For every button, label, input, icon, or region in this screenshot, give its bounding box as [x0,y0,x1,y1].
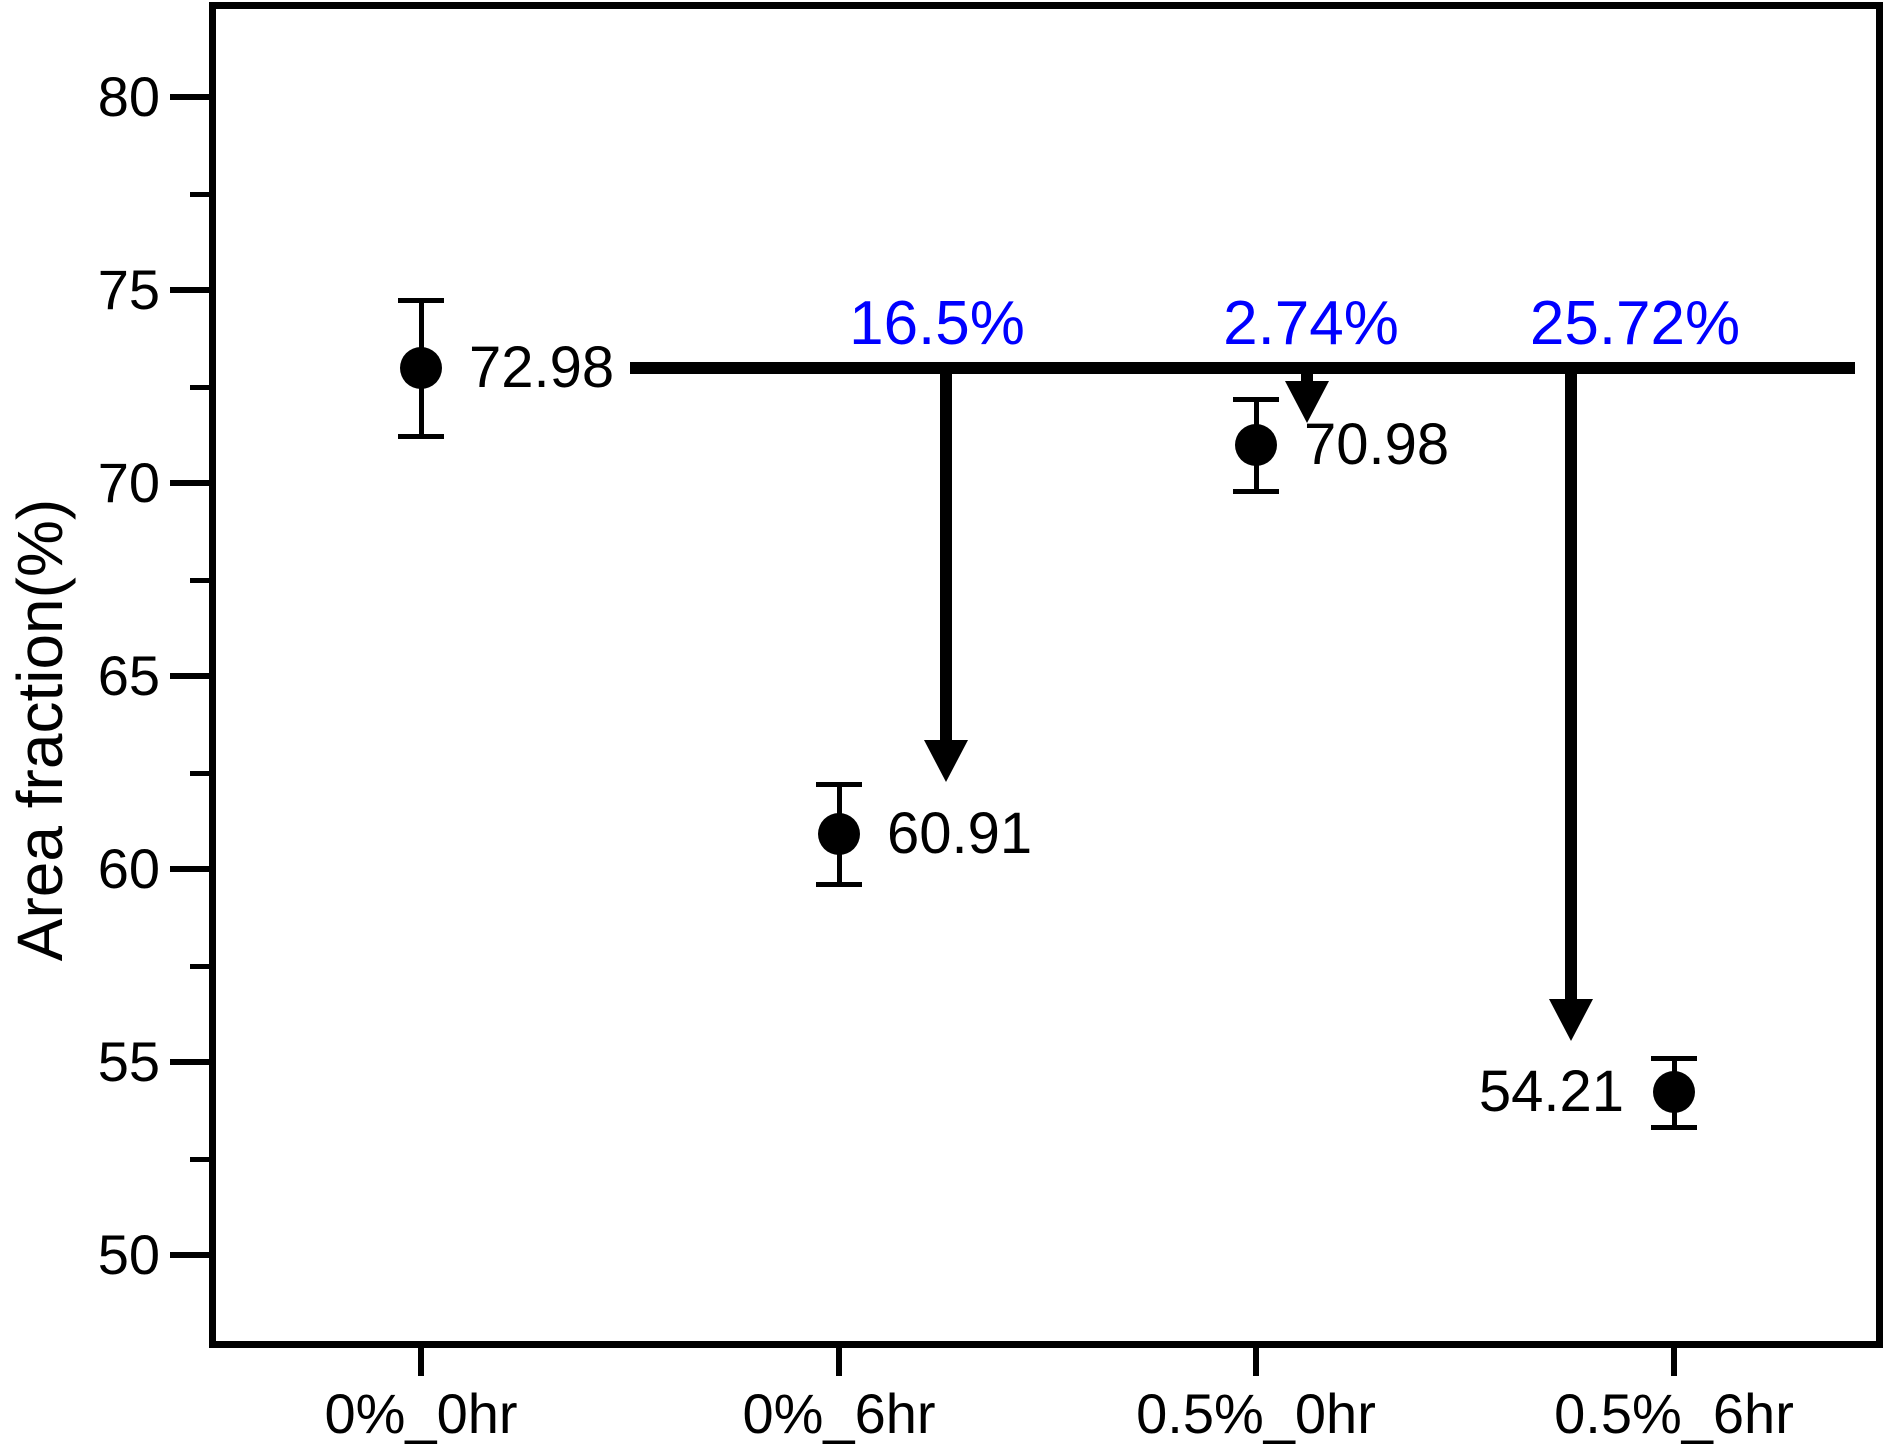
y-axis-minor-tick [190,964,212,969]
error-bar-cap-top [1233,397,1279,402]
x-axis-tick-label: 0.5%_0hr [1136,1382,1376,1445]
x-axis-tick-label: 0%_0hr [324,1382,518,1445]
y-axis-tick [170,1059,212,1065]
y-axis-tick [170,866,212,872]
y-axis-tick-label: 80 [97,65,160,128]
y-axis-tick [170,480,212,486]
point-value-label: 60.91 [887,801,1033,866]
y-axis-minor-tick [190,1157,212,1162]
y-axis-tick-label: 55 [97,1030,160,1093]
x-axis-tick [1253,1348,1259,1376]
data-point [1235,424,1277,466]
error-bar-cap-bottom [816,882,862,887]
point-value-label: 54.21 [1478,1059,1624,1124]
decrease-arrow-shaft [940,362,952,740]
y-axis-tick [170,287,212,293]
error-bar-cap-top [816,782,862,787]
decrease-arrow-shaft [1565,362,1577,999]
decrease-arrow-head [924,740,968,782]
decrease-arrow-head [1285,381,1329,423]
error-bar-cap-bottom [1651,1125,1697,1130]
decrease-percent-label: 16.5% [849,289,1025,358]
data-point [1653,1071,1695,1113]
error-bar-cap-top [1651,1056,1697,1061]
y-axis-minor-tick [190,192,212,197]
x-axis-tick [418,1348,424,1376]
y-axis-tick [170,94,212,100]
data-point [818,813,860,855]
y-axis-minor-tick [190,771,212,776]
error-bar-cap-top [398,298,444,303]
y-axis-minor-tick [190,578,212,583]
x-axis-tick-label: 0.5%_6hr [1554,1382,1794,1445]
error-bar-cap-bottom [1233,489,1279,494]
y-axis-tick-label: 70 [97,451,160,514]
data-point [400,347,442,389]
error-bar-cap-bottom [398,434,444,439]
y-axis-minor-tick [190,385,212,390]
decrease-arrow-shaft [1301,362,1313,381]
reference-line [630,362,1855,374]
decrease-arrow-head [1549,999,1593,1041]
x-axis-tick [836,1348,842,1376]
y-axis-tick-label: 65 [97,644,160,707]
y-axis-tick [170,1252,212,1258]
plot-frame [209,2,1883,1348]
decrease-percent-label: 2.74% [1223,289,1399,358]
y-axis-tick-label: 50 [97,1223,160,1286]
y-axis-tick [170,673,212,679]
x-axis-tick-label: 0%_6hr [742,1382,936,1445]
x-axis-tick [1671,1348,1677,1376]
y-axis-tick-label: 60 [97,837,160,900]
point-value-label: 72.98 [469,335,615,400]
y-axis-tick-label: 75 [97,258,160,321]
decrease-percent-label: 25.72% [1529,289,1741,358]
